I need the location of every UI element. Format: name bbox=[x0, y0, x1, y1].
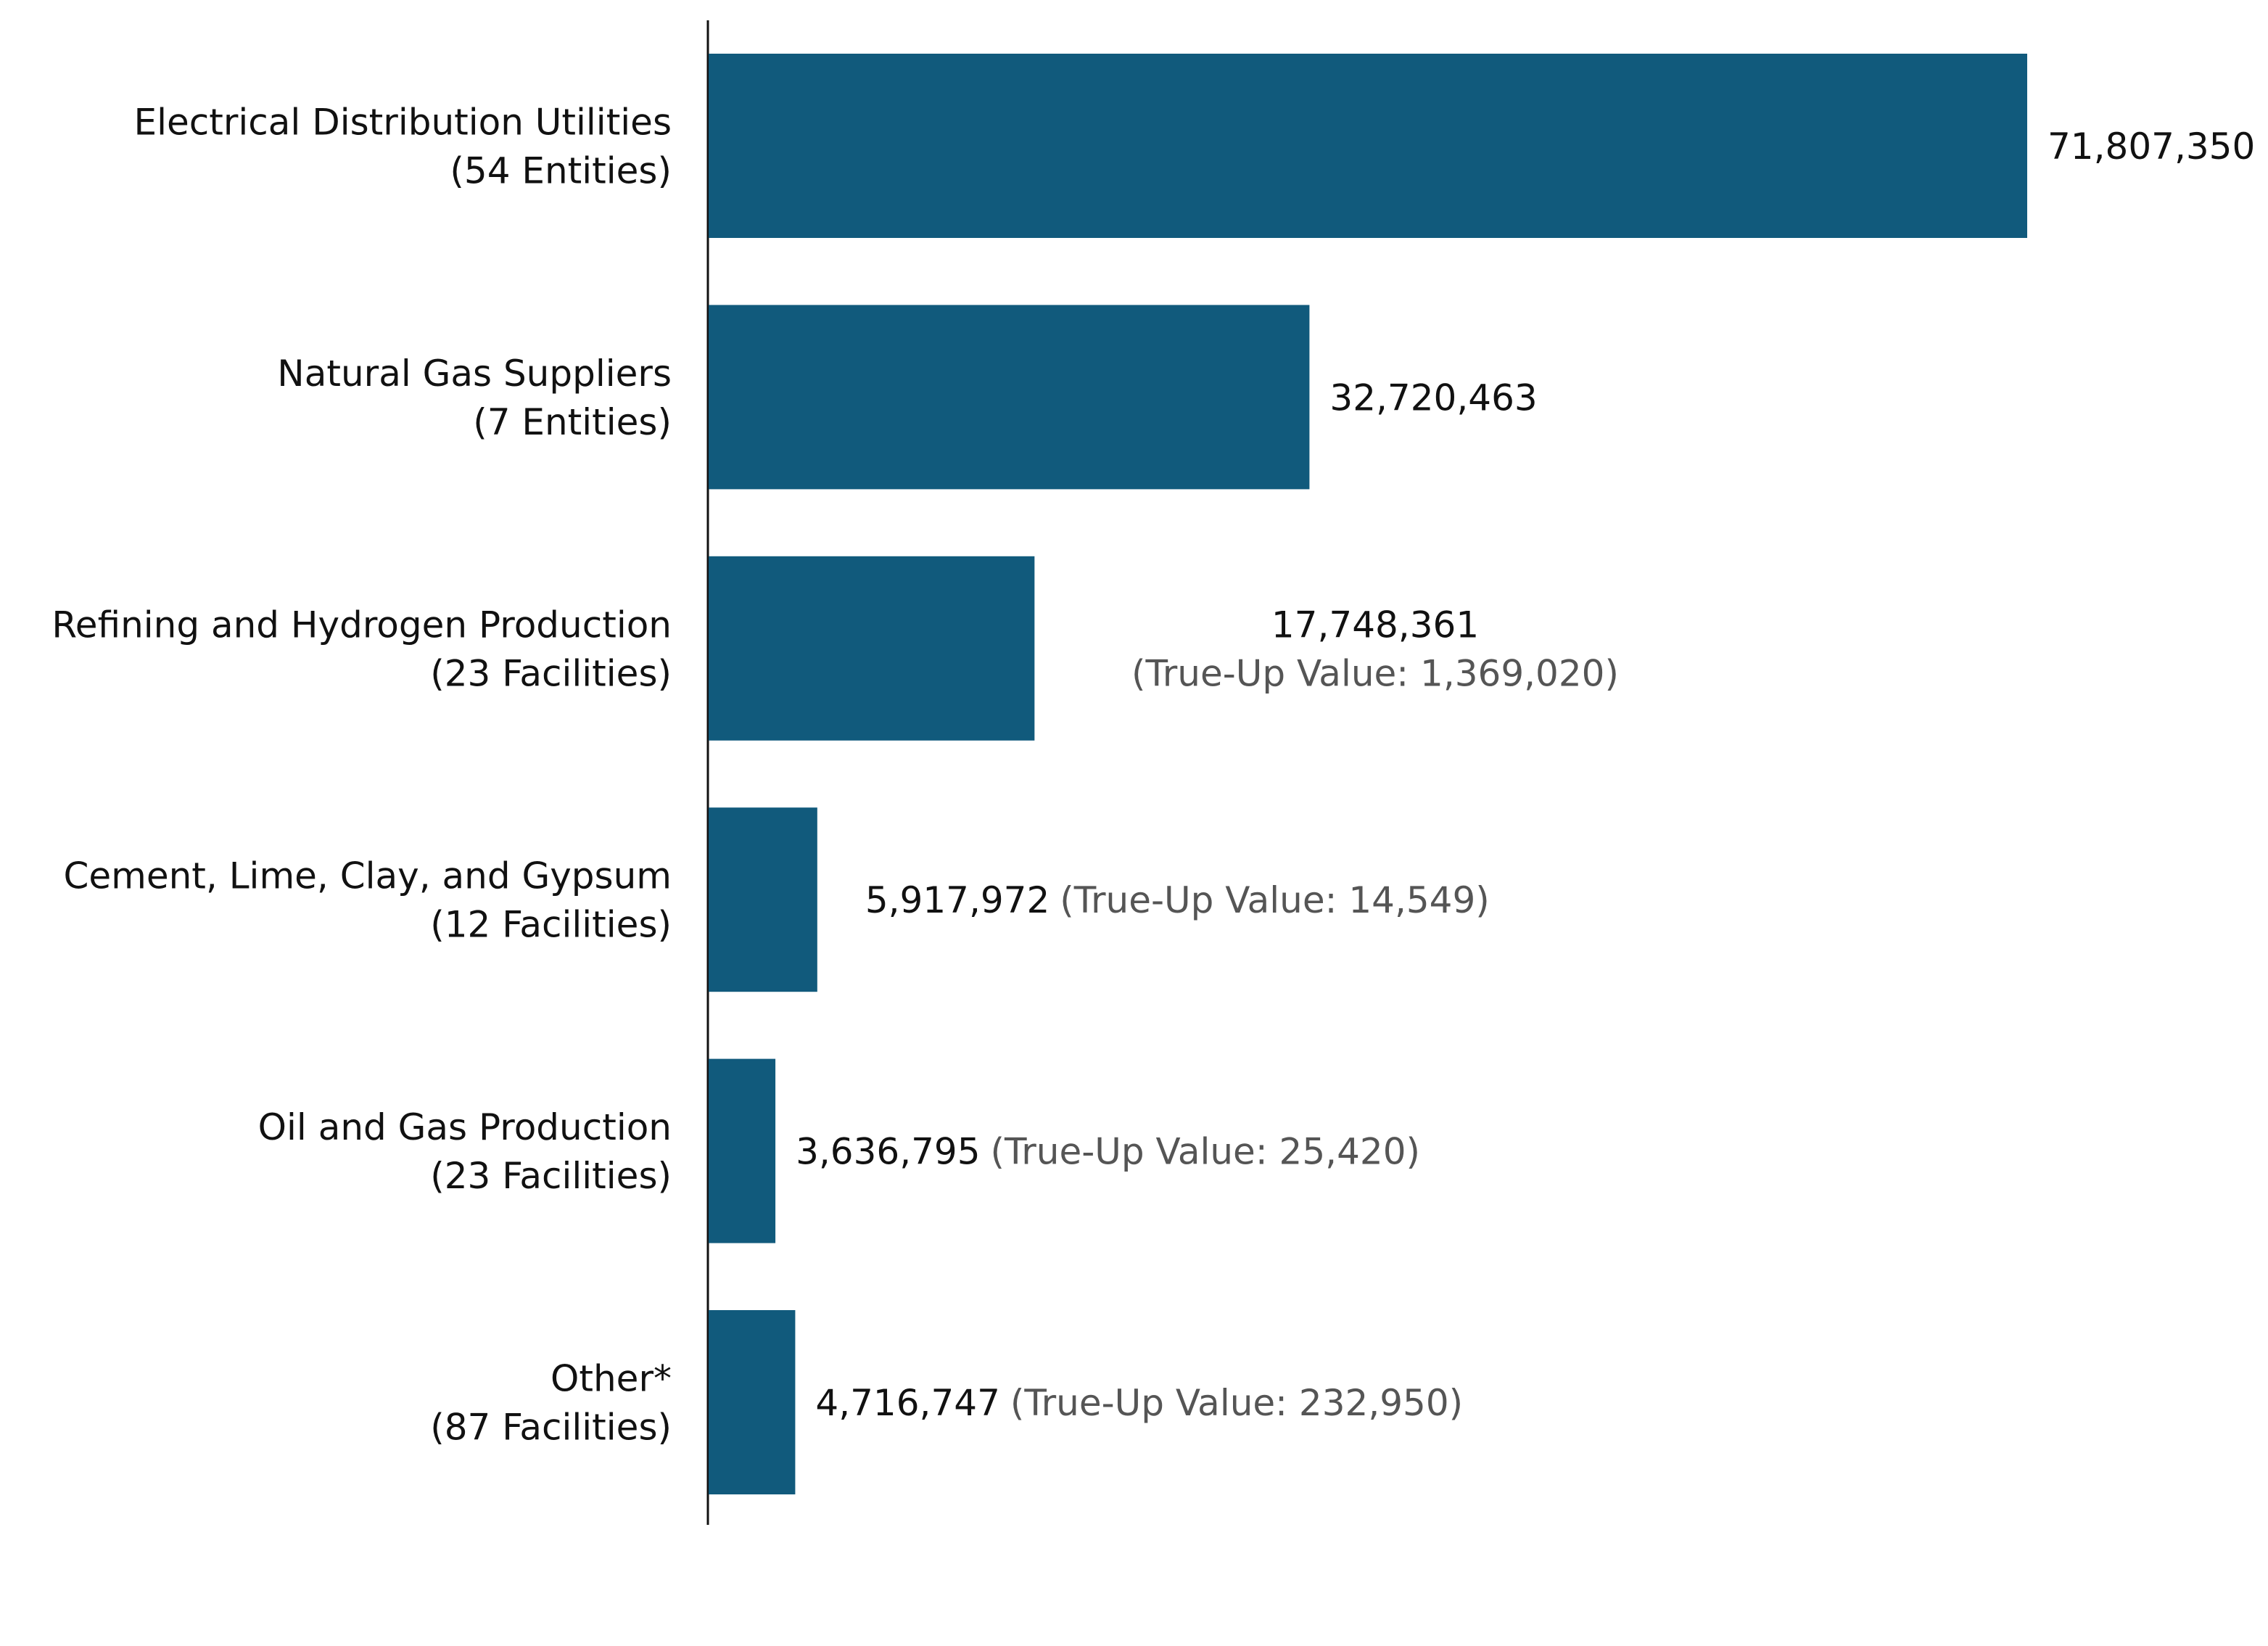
category-label: Oil and Gas Production bbox=[258, 1106, 672, 1148]
true-up-label: (True-Up Value: 25,420) bbox=[991, 1131, 1420, 1173]
bar bbox=[709, 807, 817, 992]
true-up-label: (True-Up Value: 14,549) bbox=[1060, 879, 1489, 921]
bar bbox=[709, 556, 1035, 741]
category-labels-group: Electrical Distribution Utilities (54 Ent… bbox=[51, 102, 672, 1449]
category-label: Cement, Lime, Clay, and Gypsum bbox=[63, 855, 672, 897]
bar bbox=[709, 305, 1310, 490]
bars-group bbox=[709, 54, 2027, 1494]
category-count-label: (12 Facilities) bbox=[430, 904, 672, 946]
category-count-label: (23 Facilities) bbox=[430, 652, 672, 694]
value-label: 71,807,350 bbox=[2048, 125, 2255, 168]
value-label: 3,636,795 bbox=[796, 1131, 980, 1173]
value-label: 17,748,361 bbox=[1271, 604, 1479, 646]
category-count-label: (23 Facilities) bbox=[430, 1155, 672, 1197]
value-labels-group: 71,807,350 32,720,463 17,748,361 (True-Up V… bbox=[796, 125, 2255, 1424]
category-label: Electrical Distribution Utilities bbox=[134, 102, 672, 144]
bar bbox=[709, 1310, 796, 1494]
bar bbox=[709, 1058, 776, 1243]
category-label: Refining and Hydrogen Production bbox=[51, 604, 672, 646]
true-up-label: (True-Up Value: 232,950) bbox=[1010, 1382, 1463, 1424]
value-label: 5,917,972 bbox=[865, 879, 1050, 921]
category-count-label: (87 Facilities) bbox=[430, 1407, 672, 1449]
true-up-label: (True-Up Value: 1,369,020) bbox=[1131, 652, 1619, 694]
category-label: Natural Gas Suppliers bbox=[277, 353, 672, 395]
value-label: 4,716,747 bbox=[815, 1382, 999, 1424]
category-count-label: (7 Entities) bbox=[473, 401, 672, 443]
category-count-label: (54 Entities) bbox=[450, 150, 672, 192]
bar bbox=[709, 54, 2027, 238]
value-label: 32,720,463 bbox=[1329, 376, 1537, 419]
category-label: Other* bbox=[550, 1358, 672, 1400]
